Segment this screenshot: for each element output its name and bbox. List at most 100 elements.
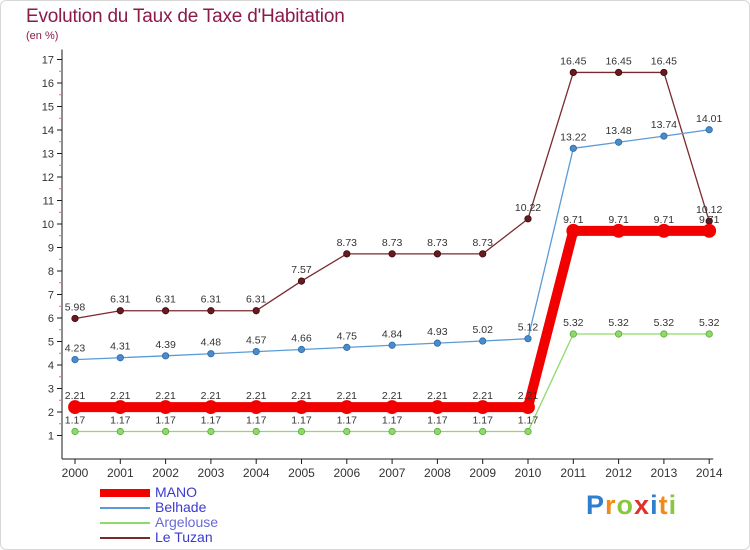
data-point-argelouse — [660, 330, 668, 338]
y-tick-label: 15 — [42, 102, 54, 114]
data-label-argelouse: 1.17 — [472, 415, 493, 427]
data-point-argelouse — [524, 427, 532, 436]
data-point-le-tuzan — [433, 250, 441, 258]
data-label-mano: 2.21 — [155, 390, 176, 402]
x-tick-label: 2001 — [107, 466, 134, 480]
data-label-belhade: 4.93 — [427, 326, 448, 338]
series-line-le-tuzan — [74, 71, 710, 320]
y-tick-label: 2 — [48, 407, 54, 419]
data-point-mano — [475, 400, 490, 414]
legend-item-belhade: Belhade — [100, 500, 218, 515]
x-tick-label: 2003 — [198, 466, 225, 480]
legend-swatch-argelouse — [100, 521, 150, 524]
data-point-le-tuzan — [614, 68, 623, 77]
x-tick-label: 2006 — [333, 466, 360, 480]
data-label-le-tuzan: 16.45 — [560, 55, 586, 67]
x-tick-label: 2014 — [696, 466, 723, 480]
y-tick-label: 14 — [42, 125, 54, 137]
proxiti-logo: Proxiti — [586, 490, 677, 521]
data-label-le-tuzan: 6.31 — [246, 294, 267, 306]
data-label-belhade: 4.75 — [337, 330, 358, 342]
y-tick-label: 6 — [48, 313, 54, 325]
data-label-mano: 9.71 — [654, 214, 675, 226]
data-point-argelouse — [705, 330, 713, 338]
legend-swatch-le-tuzan — [100, 536, 150, 539]
data-point-mano — [203, 400, 218, 414]
chart-unit-label: (en %) — [26, 30, 59, 42]
data-label-belhade: 13.74 — [651, 119, 677, 131]
data-label-le-tuzan: 6.31 — [110, 294, 131, 306]
chart-legend: MANO Belhade Argelouse Le Tuzan — [100, 485, 218, 545]
data-label-argelouse: 1.17 — [291, 415, 312, 427]
data-point-belhade — [71, 355, 79, 364]
data-point-belhade — [116, 354, 124, 362]
data-point-belhade — [252, 348, 260, 356]
data-point-mano — [294, 400, 309, 414]
data-point-mano — [249, 400, 264, 414]
data-point-le-tuzan — [162, 307, 170, 315]
data-label-mano: 2.21 — [246, 390, 267, 402]
data-label-belhade: 13.22 — [560, 131, 586, 143]
x-tick-label: 2008 — [424, 466, 451, 480]
data-point-argelouse — [388, 427, 396, 436]
data-point-belhade — [388, 341, 396, 349]
data-label-le-tuzan: 8.73 — [382, 237, 403, 249]
data-label-le-tuzan: 8.73 — [427, 237, 448, 249]
data-label-le-tuzan: 16.45 — [651, 55, 677, 67]
data-point-le-tuzan — [569, 68, 577, 77]
data-point-le-tuzan — [71, 314, 79, 323]
data-label-belhade: 5.02 — [472, 324, 493, 336]
data-label-argelouse: 1.17 — [518, 415, 539, 427]
x-tick-label: 2004 — [243, 466, 270, 480]
x-tick-label: 2005 — [288, 466, 315, 480]
legend-swatch-belhade — [100, 506, 150, 509]
data-point-argelouse — [207, 427, 215, 436]
data-label-mano: 9.71 — [699, 214, 720, 226]
data-point-le-tuzan — [343, 250, 351, 258]
data-label-argelouse: 1.17 — [65, 415, 86, 427]
data-label-argelouse: 5.32 — [654, 317, 675, 329]
data-label-mano: 2.21 — [201, 390, 222, 402]
data-point-le-tuzan — [524, 215, 532, 223]
x-tick-label: 2009 — [469, 466, 496, 480]
data-point-belhade — [297, 345, 306, 354]
logo-letter: r — [605, 490, 617, 520]
y-tick-label: 7 — [48, 290, 54, 302]
data-point-argelouse — [252, 427, 260, 436]
data-label-argelouse: 1.17 — [110, 415, 131, 427]
data-label-le-tuzan: 16.45 — [605, 55, 631, 67]
data-label-le-tuzan: 6.31 — [201, 294, 222, 306]
data-point-belhade — [524, 335, 532, 343]
x-tick-label: 2013 — [651, 466, 678, 480]
chart-title: Evolution du Taux de Taxe d'Habitation — [26, 6, 345, 27]
data-point-le-tuzan — [660, 68, 668, 77]
data-point-belhade — [614, 138, 623, 146]
data-point-argelouse — [116, 427, 124, 436]
data-label-argelouse: 1.17 — [382, 415, 403, 427]
y-tick-label: 4 — [48, 360, 54, 372]
data-point-argelouse — [433, 427, 441, 436]
x-tick-label: 2002 — [152, 466, 179, 480]
data-point-le-tuzan — [252, 307, 260, 315]
x-tick-label: 2007 — [379, 466, 406, 480]
data-point-argelouse — [614, 330, 623, 338]
data-point-belhade — [207, 350, 215, 358]
logo-letter: x — [634, 490, 651, 520]
data-point-le-tuzan — [479, 250, 487, 258]
data-label-argelouse: 5.32 — [563, 317, 584, 329]
legend-label-mano: MANO — [155, 484, 197, 500]
data-label-argelouse: 5.32 — [608, 317, 629, 329]
y-tick-label: 17 — [42, 55, 54, 67]
data-label-argelouse: 1.17 — [337, 415, 358, 427]
logo-letter: o — [616, 490, 635, 520]
data-label-argelouse: 1.17 — [246, 415, 267, 427]
legend-item-le-tuzan: Le Tuzan — [100, 530, 218, 545]
y-tick-label: 3 — [48, 384, 54, 396]
legend-swatch-mano — [100, 488, 150, 497]
data-point-mano — [385, 400, 400, 414]
data-label-argelouse: 5.32 — [699, 317, 720, 329]
data-label-argelouse: 1.17 — [155, 415, 176, 427]
data-label-le-tuzan: 5.98 — [65, 301, 86, 313]
y-tick-label: 9 — [48, 243, 54, 255]
